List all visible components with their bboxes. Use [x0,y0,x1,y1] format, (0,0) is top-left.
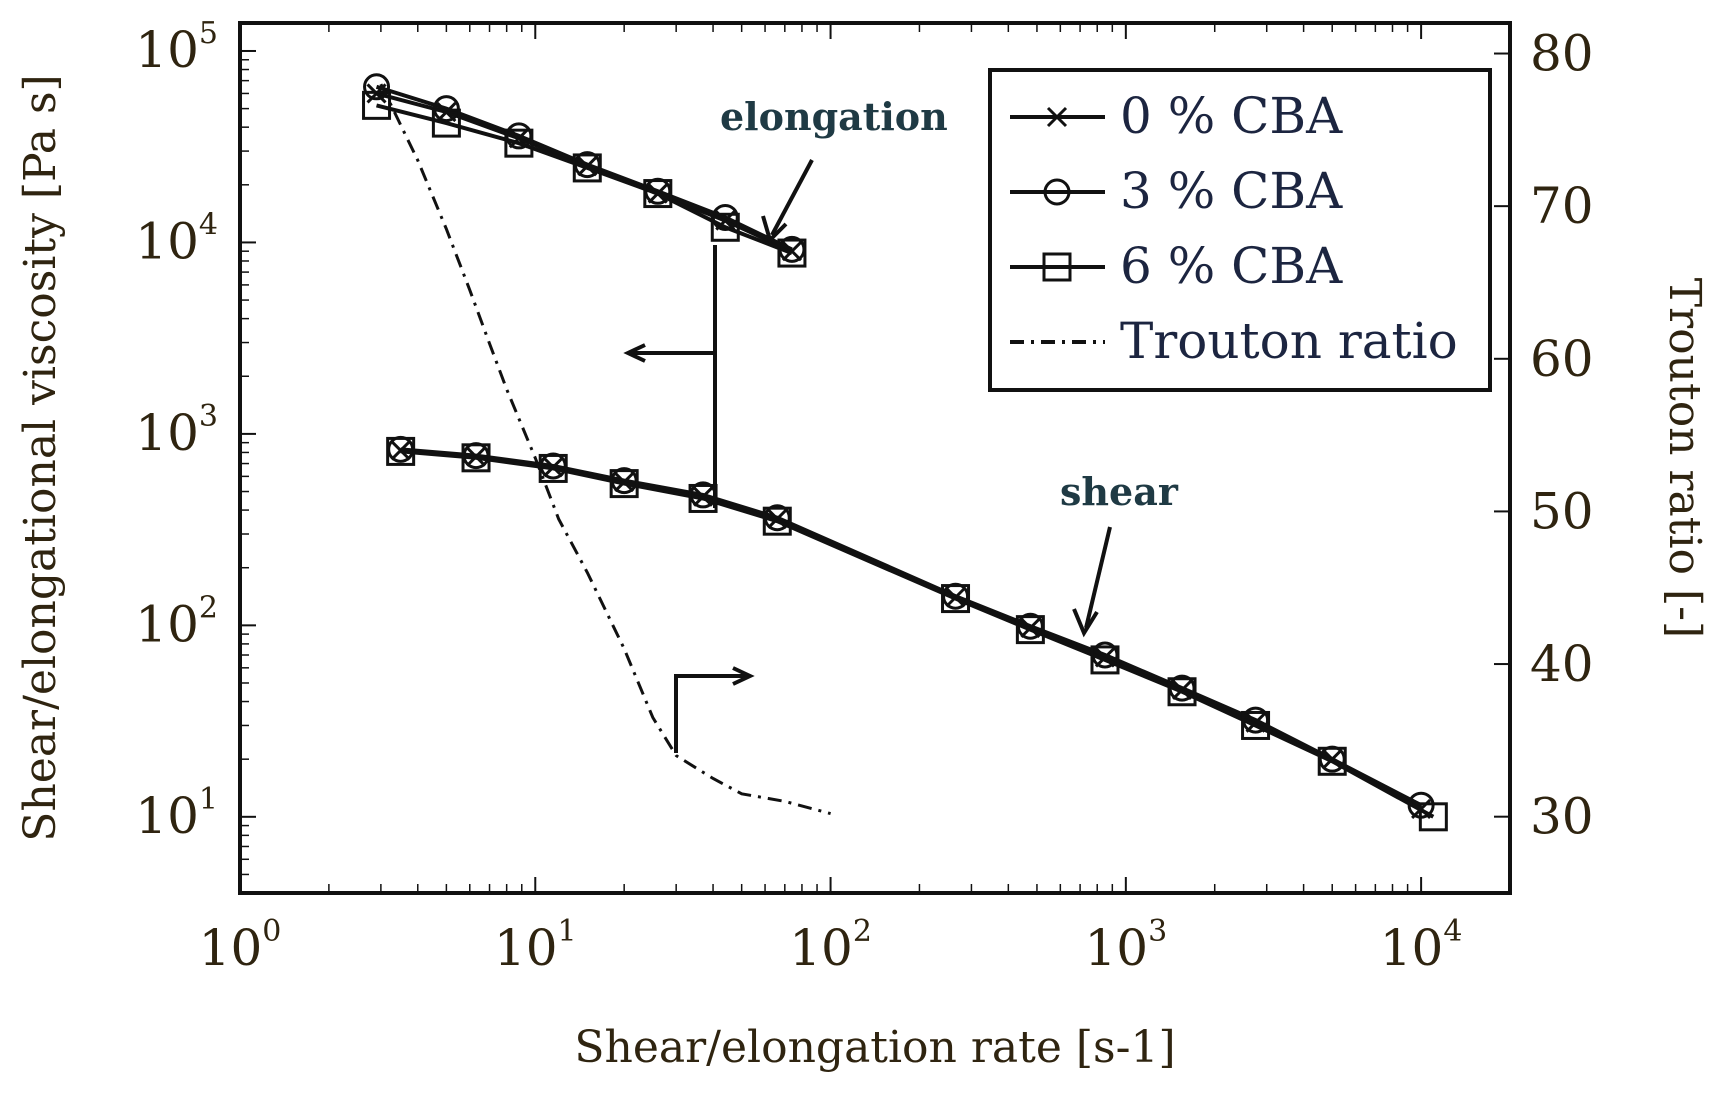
series-line [400,449,1435,819]
square-marker [1167,677,1197,707]
x-tick-label: 100 [199,914,282,977]
tick-labels: 100 101 102 103 104 101 102 103 104 105 30 40 50 60 70… [135,16,1593,977]
y-tick-label: 105 [135,16,218,79]
series-layer [362,73,1448,832]
square-marker [431,108,461,138]
y2-tick-label: 60 [1530,330,1594,388]
y2-axis-title: Trouton ratio [-] [1659,278,1710,638]
x-tick-label: 103 [1084,914,1167,977]
series-line [375,84,793,252]
y-tick-label: 102 [135,590,218,653]
y2-tick-label: 40 [1530,635,1594,693]
square-marker [1015,615,1045,645]
y-tick-label: 103 [135,399,218,462]
series-line [400,447,1423,807]
x-axis-title: Shear/elongation rate [s-1] [574,1022,1175,1073]
y-tick-label: 104 [135,207,218,270]
x-tick-label: 102 [789,914,872,977]
legend: 0 % CBA 3 % CBA 6 % CBA Trouton ratio [988,68,1492,392]
y-axis-title: Shear/elongational viscosity [Pa s] [15,74,66,841]
series-6-cba [362,90,1448,832]
square-marker [1241,710,1271,740]
y2-tick-label: 50 [1530,482,1594,540]
series-trouton-ratio [379,83,831,816]
elongation-pointer [770,159,814,236]
axis-ticks [239,23,1511,894]
left-axis-arrowhead [623,343,646,363]
series-line [400,448,1423,811]
square-marker [572,153,602,183]
circle-marker [1043,178,1071,206]
x-marker [1046,106,1068,128]
square-marker [777,238,807,268]
square-marker [1317,746,1347,776]
series-line [376,103,793,255]
square-marker [1418,802,1448,832]
legend-label: 0 % CBA [1120,87,1343,145]
square-marker [461,443,491,473]
x-tick-label: 104 [1380,914,1463,977]
x-tick-label: 101 [494,914,577,977]
legend-box [988,68,1492,392]
y2-tick-label: 80 [1530,25,1594,83]
annotation-elongation: elongation [720,94,948,139]
plot-frame [238,21,1512,895]
right-axis-arrow [674,674,748,753]
y2-tick-label: 30 [1530,788,1594,846]
square-marker [609,469,639,499]
elongation-pointer-head [761,215,788,244]
legend-label: 6 % CBA [1120,237,1343,295]
square-marker [762,506,792,536]
square-marker [643,179,673,209]
circle-marker [363,73,391,101]
square-marker [710,212,740,242]
square-marker [941,584,971,614]
shear-pointer [1084,526,1112,629]
square-marker [504,128,534,158]
square-marker [386,436,416,466]
y-tick-label: 101 [135,782,218,845]
right-axis-arrowhead [732,666,755,686]
annotation-shear: shear [1060,469,1179,514]
axis-indicator-arrows [623,159,1112,753]
series-line [379,83,831,816]
legend-label: 3 % CBA [1120,162,1343,220]
square-marker [1042,252,1072,282]
square-marker [1090,645,1120,675]
y2-tick-label: 70 [1530,177,1594,235]
legend-label: Trouton ratio [1120,312,1458,370]
shear-pointer-head [1072,608,1099,638]
